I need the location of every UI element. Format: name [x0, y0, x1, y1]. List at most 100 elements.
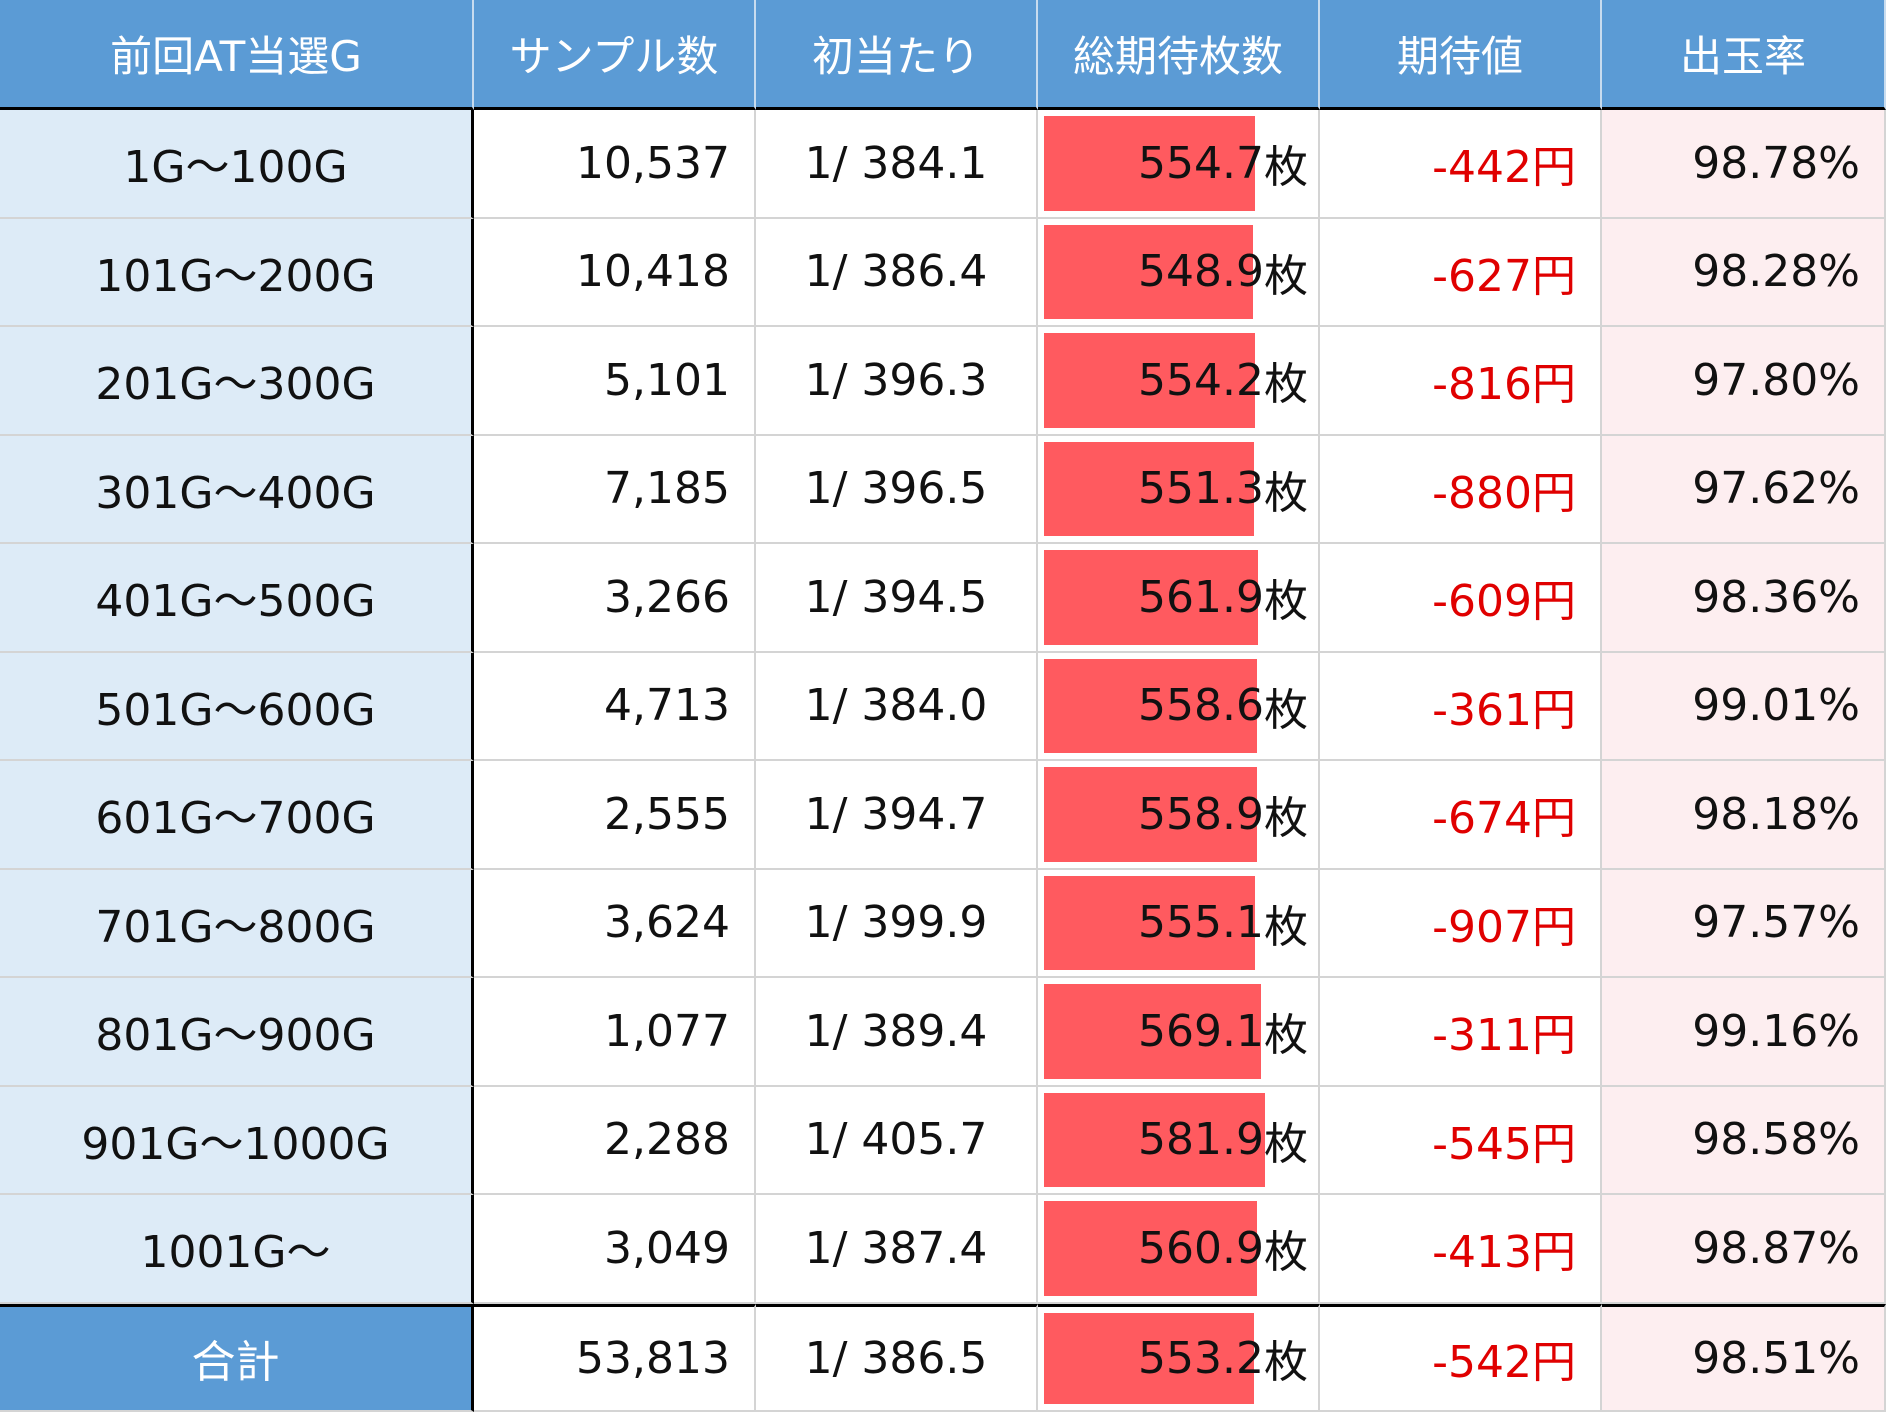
range-cell: 1G～100G: [0, 110, 474, 219]
medals-cell: 558.6 枚: [1038, 652, 1320, 761]
data-bar: [1044, 1092, 1266, 1187]
expected-cell: -413円: [1320, 1195, 1602, 1304]
data-bar: [1044, 1312, 1255, 1404]
expected-cell: -907円: [1320, 869, 1602, 978]
samples-cell: 4,713: [474, 652, 756, 761]
samples-cell: 2,555: [474, 761, 756, 870]
header-cell: 前回AT当選G: [0, 0, 474, 110]
payout-cell: 98.58%: [1602, 1086, 1886, 1195]
data-bar: [1044, 1201, 1258, 1296]
medals-cell: 569.1 枚: [1038, 978, 1320, 1087]
first-hit-cell: 1/ 399.9: [756, 869, 1038, 978]
samples-cell: 53,813: [474, 1303, 756, 1412]
medals-unit: 枚: [1264, 793, 1308, 845]
first-hit-cell: 1/ 394.5: [756, 544, 1038, 653]
samples-cell: 5,101: [474, 327, 756, 436]
payout-cell: 98.51%: [1602, 1303, 1886, 1412]
first-hit-cell: 1/ 386.4: [756, 218, 1038, 327]
medals-cell: 581.9 枚: [1038, 1086, 1320, 1195]
samples-cell: 3,049: [474, 1195, 756, 1304]
medals-value: 581.9: [1138, 1114, 1264, 1166]
header-cell: 出玉率: [1602, 0, 1886, 110]
first-hit-cell: 1/ 384.0: [756, 652, 1038, 761]
data-bar: [1044, 984, 1261, 1079]
samples-cell: 3,266: [474, 544, 756, 653]
range-cell: 101G～200G: [0, 218, 474, 327]
medals-cell: 548.9 枚: [1038, 218, 1320, 327]
expected-cell: -361円: [1320, 652, 1602, 761]
medals-unit: 枚: [1264, 1010, 1308, 1062]
medals-cell: 553.2 枚: [1038, 1303, 1320, 1412]
payout-cell: 98.78%: [1602, 110, 1886, 219]
first-hit-cell: 1/ 394.7: [756, 761, 1038, 870]
payout-cell: 97.80%: [1602, 327, 1886, 436]
medals-cell: 554.2 枚: [1038, 327, 1320, 436]
samples-cell: 3,624: [474, 869, 756, 978]
expected-cell: -627円: [1320, 218, 1602, 327]
expected-cell: -609円: [1320, 544, 1602, 653]
samples-cell: 7,185: [474, 435, 756, 544]
medals-unit: 枚: [1264, 1227, 1308, 1279]
range-cell: 601G～700G: [0, 761, 474, 870]
medals-value: 554.7: [1138, 137, 1264, 189]
medals-cell: 554.7 枚: [1038, 110, 1320, 219]
medals-unit: 枚: [1264, 576, 1308, 628]
medals-cell: 551.3 枚: [1038, 435, 1320, 544]
payout-cell: 98.28%: [1602, 218, 1886, 327]
payout-cell: 98.36%: [1602, 544, 1886, 653]
header-cell: 期待値: [1320, 0, 1602, 110]
range-cell: 201G～300G: [0, 327, 474, 436]
first-hit-cell: 1/ 386.5: [756, 1303, 1038, 1412]
expected-cell: -311円: [1320, 978, 1602, 1087]
medals-value: 551.3: [1138, 463, 1264, 515]
medals-unit: 枚: [1264, 142, 1308, 194]
medals-value: 558.6: [1138, 680, 1264, 732]
expected-cell: -442円: [1320, 110, 1602, 219]
payout-cell: 98.87%: [1602, 1195, 1886, 1304]
expected-cell: -880円: [1320, 435, 1602, 544]
range-cell: 701G～800G: [0, 869, 474, 978]
first-hit-cell: 1/ 396.3: [756, 327, 1038, 436]
samples-cell: 10,537: [474, 110, 756, 219]
data-bar: [1044, 550, 1258, 645]
range-cell: 901G～1000G: [0, 1086, 474, 1195]
header-cell: 初当たり: [756, 0, 1038, 110]
medals-unit: 枚: [1264, 1337, 1308, 1389]
expected-cell: -816円: [1320, 327, 1602, 436]
range-cell: 801G～900G: [0, 978, 474, 1087]
range-cell: 401G～500G: [0, 544, 474, 653]
medals-value: 569.1: [1138, 1005, 1264, 1057]
data-bar: [1044, 658, 1257, 753]
first-hit-cell: 1/ 384.1: [756, 110, 1038, 219]
data-bar: [1044, 333, 1255, 428]
medals-unit: 枚: [1264, 1118, 1308, 1170]
first-hit-cell: 1/ 387.4: [756, 1195, 1038, 1304]
data-bar: [1044, 767, 1257, 862]
medals-value: 553.2: [1138, 1332, 1264, 1384]
data-bar: [1044, 224, 1253, 319]
payout-cell: 97.57%: [1602, 869, 1886, 978]
medals-unit: 枚: [1264, 359, 1308, 411]
expected-cell: -545円: [1320, 1086, 1602, 1195]
payout-cell: 99.16%: [1602, 978, 1886, 1087]
medals-value: 560.9: [1138, 1222, 1264, 1274]
medals-unit: 枚: [1264, 467, 1308, 519]
medals-cell: 560.9 枚: [1038, 1195, 1320, 1304]
medals-unit: 枚: [1264, 901, 1308, 953]
samples-cell: 1,077: [474, 978, 756, 1087]
range-cell: 合計: [0, 1303, 474, 1412]
payout-cell: 99.01%: [1602, 652, 1886, 761]
first-hit-cell: 1/ 389.4: [756, 978, 1038, 1087]
first-hit-cell: 1/ 396.5: [756, 435, 1038, 544]
expected-cell: -542円: [1320, 1303, 1602, 1412]
samples-cell: 10,418: [474, 218, 756, 327]
medals-value: 558.9: [1138, 788, 1264, 840]
payout-cell: 98.18%: [1602, 761, 1886, 870]
range-cell: 501G～600G: [0, 652, 474, 761]
medals-value: 561.9: [1138, 571, 1264, 623]
medals-cell: 555.1 枚: [1038, 869, 1320, 978]
data-bar: [1044, 441, 1254, 536]
medals-cell: 561.9 枚: [1038, 544, 1320, 653]
range-cell: 1001G～: [0, 1195, 474, 1304]
